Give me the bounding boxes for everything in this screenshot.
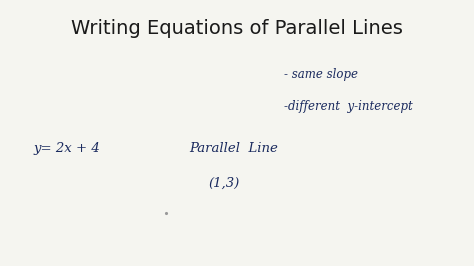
- Text: (1,3): (1,3): [209, 177, 240, 190]
- Text: Parallel  Line: Parallel Line: [190, 143, 279, 155]
- Text: y= 2x + 4: y= 2x + 4: [33, 143, 100, 155]
- Text: Writing Equations of Parallel Lines: Writing Equations of Parallel Lines: [71, 19, 403, 38]
- Text: - same slope: - same slope: [284, 68, 358, 81]
- Text: -different  y-intercept: -different y-intercept: [284, 100, 413, 113]
